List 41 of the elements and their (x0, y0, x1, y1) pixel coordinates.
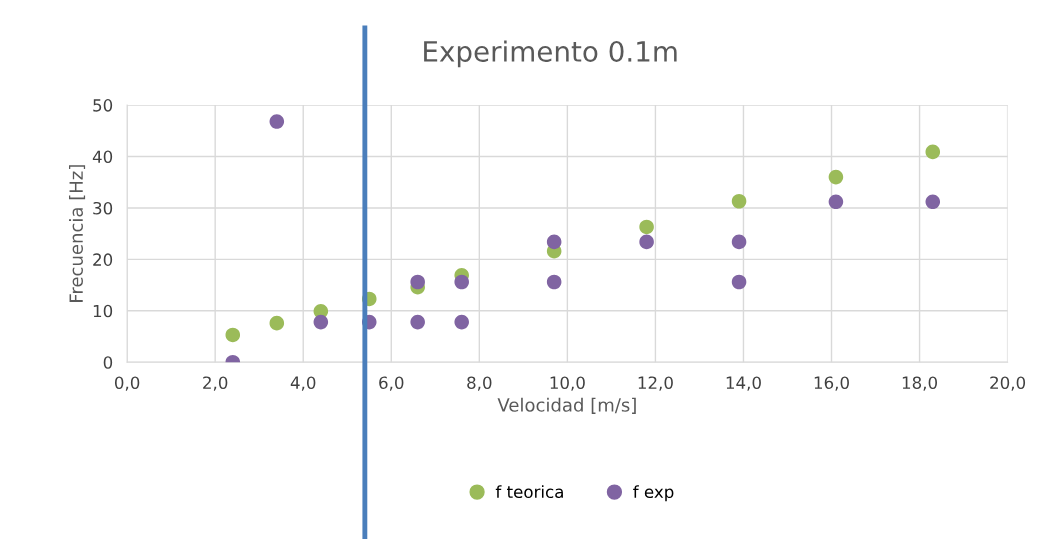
x-tick-label: 8,0 (467, 376, 492, 391)
y-tick-label: 50 (93, 99, 113, 112)
point (269, 315, 285, 331)
point (639, 234, 654, 250)
x-axis-title: Velocidad [m/s] (497, 397, 636, 414)
point (454, 314, 469, 330)
point (639, 219, 654, 235)
y-tick-label: 30 (93, 201, 113, 215)
y-tick-label: 20 (93, 253, 113, 266)
point (225, 327, 241, 343)
point (313, 314, 329, 330)
y-axis-title: Frecuencia [Hz] (69, 165, 86, 302)
x-tick-label: 14,0 (726, 376, 761, 391)
x-tick-label: 0,0 (114, 376, 140, 391)
point (731, 234, 747, 250)
point (269, 114, 285, 129)
x-tick-label: 16,0 (814, 376, 849, 391)
point (925, 144, 941, 160)
point (410, 314, 425, 330)
x-tick-label: 12,0 (638, 376, 673, 391)
y-tick-label: 10 (93, 304, 113, 318)
point (731, 193, 747, 209)
point (828, 194, 844, 210)
point (925, 194, 941, 210)
x-tick-label: 4,0 (290, 376, 316, 391)
point (454, 274, 469, 290)
legend-label: f exp (633, 485, 674, 502)
chart-title: Experimento 0.1m (424, 40, 677, 68)
x-tick-label: 18,0 (902, 376, 938, 391)
y-tick-label: 40 (92, 150, 113, 164)
legend-label: f teorica (495, 485, 563, 499)
point (828, 169, 844, 185)
x-tick-label: 6,0 (379, 376, 404, 391)
point (410, 274, 425, 290)
y-tick-label: 0 (103, 356, 113, 369)
x-tick-label: 2,0 (203, 376, 228, 391)
point (546, 274, 562, 290)
x-tick-label: 20,0 (990, 376, 1026, 391)
point (546, 234, 562, 250)
x-tick-label: 10,0 (550, 376, 585, 391)
point (731, 274, 747, 290)
